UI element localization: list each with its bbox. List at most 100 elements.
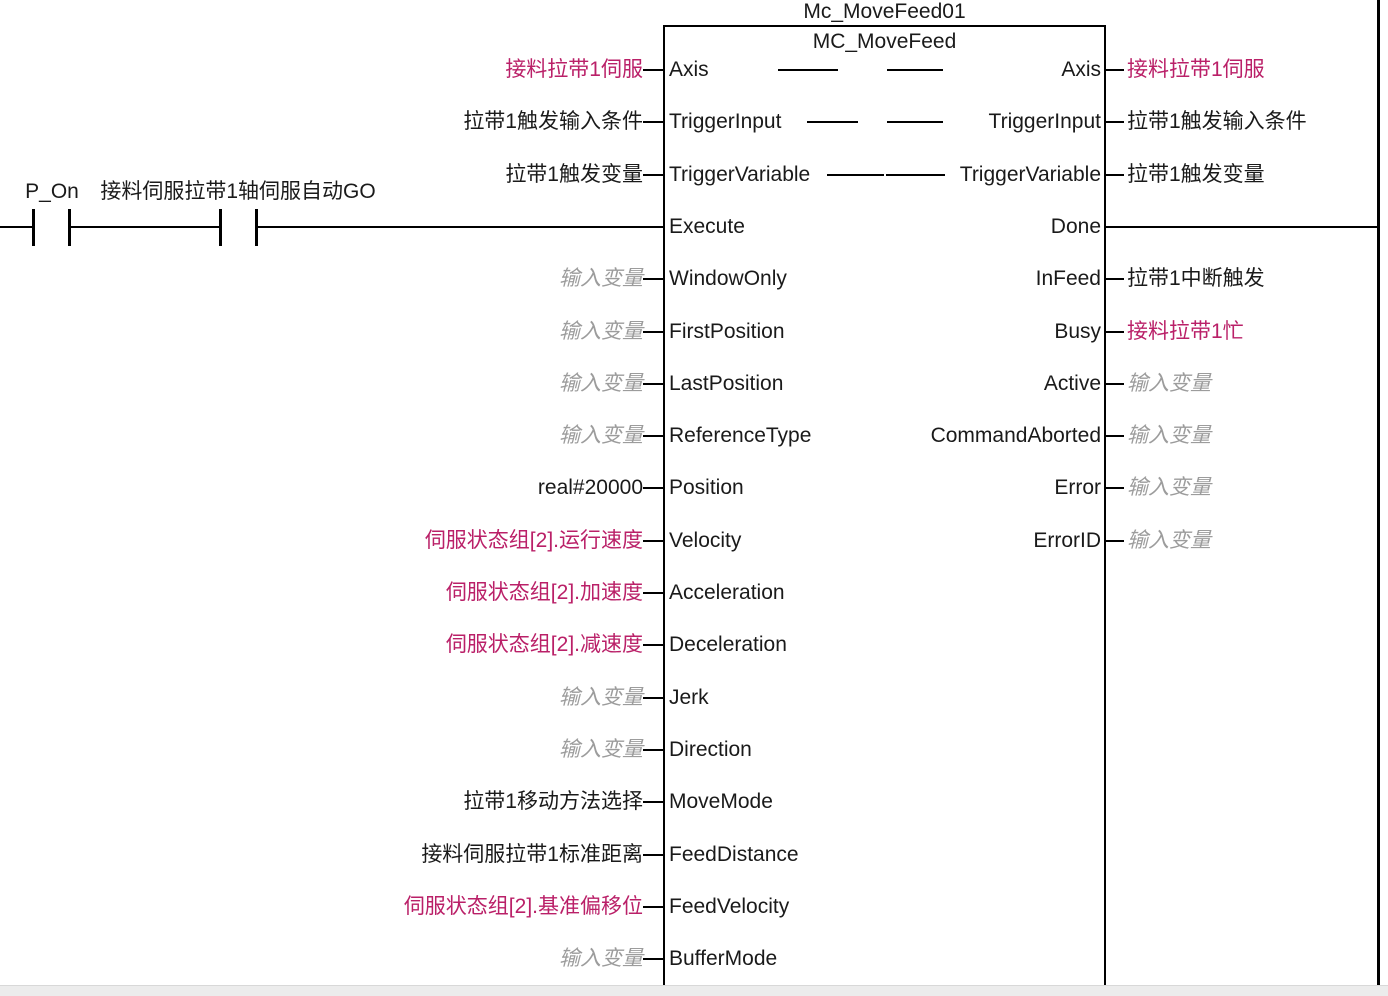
contact-label-auto-go[interactable]: 接料伺服拉带1轴伺服自动GO [100,180,376,203]
input-operand-row: 输入变量 [0,423,663,449]
input-wire-stub [643,749,663,751]
output-value-TriggerVariable[interactable]: 拉带1触发变量 [1127,163,1265,186]
output-pin-TriggerInput: TriggerInput [988,110,1101,133]
input-value-WindowOnly[interactable]: 输入变量 [559,267,643,290]
input-wire-stub [643,383,663,385]
contact-auto-go-left-bar[interactable] [219,209,222,246]
input-operand-row: 拉带1触发输入条件 [0,109,663,135]
fb-instance-name[interactable]: Mc_MoveFeed01 [803,0,966,23]
rung-line [258,226,663,228]
output-value-ErrorID[interactable]: 输入变量 [1127,529,1211,552]
input-pin-WindowOnly: WindowOnly [669,267,787,290]
output-operand-row: 拉带1触发输入条件 [1106,109,1388,135]
input-pin-FirstPosition: FirstPosition [669,320,785,343]
input-operand-row: 拉带1触发变量 [0,162,663,188]
input-value-LastPosition[interactable]: 输入变量 [559,372,643,395]
input-value-FirstPosition[interactable]: 输入变量 [559,320,643,343]
input-operand-row: 伺服状态组[2].运行速度 [0,528,663,554]
fb-type-name: MC_MoveFeed [812,30,957,53]
input-pin-FeedVelocity: FeedVelocity [669,895,790,918]
input-value-FeedVelocity[interactable]: 伺服状态组[2].基准偏移位 [403,895,643,918]
output-value-TriggerInput[interactable]: 拉带1触发输入条件 [1127,110,1307,133]
input-operand-row: 伺服状态组[2].减速度 [0,632,663,658]
output-value-Axis[interactable]: 接料拉带1伺服 [1127,58,1265,81]
function-block-body[interactable] [663,25,1106,996]
output-wire-stub [1106,435,1124,437]
input-value-Direction[interactable]: 输入变量 [559,738,643,761]
output-wire-stub [1106,121,1124,123]
input-wire-stub [643,487,663,489]
contact-auto-go-right-bar[interactable] [255,209,258,246]
right-power-rail [1377,0,1380,985]
output-value-Active[interactable]: 输入变量 [1127,372,1211,395]
input-wire-stub [643,121,663,123]
input-value-Jerk[interactable]: 输入变量 [559,686,643,709]
inout-connector [778,69,838,71]
input-operand-row: 输入变量 [0,737,663,763]
output-wire-stub [1106,174,1124,176]
input-operand-row: 输入变量 [0,266,663,292]
output-value-Busy[interactable]: 接料拉带1忙 [1127,320,1244,343]
input-wire-stub [643,278,663,280]
output-pin-Busy: Busy [1054,320,1101,343]
contact-p-on-right-bar[interactable] [68,209,71,246]
output-value-InFeed[interactable]: 拉带1中断触发 [1127,267,1265,290]
input-operand-row: 输入变量 [0,685,663,711]
input-value-TriggerInput[interactable]: 拉带1触发输入条件 [463,110,643,133]
output-operand-row: 接料拉带1忙 [1106,319,1388,345]
output-pin-Active: Active [1043,372,1101,395]
inout-connector [827,174,884,176]
inout-connector [887,69,943,71]
input-pin-MoveMode: MoveMode [669,790,773,813]
input-pin-TriggerVariable: TriggerVariable [669,163,811,186]
input-operand-row: 接料伺服拉带1标准距离 [0,842,663,868]
output-wire-stub [1106,69,1124,71]
input-wire-stub [643,801,663,803]
output-operand-row: 输入变量 [1106,371,1388,397]
output-wire-stub [1106,540,1124,542]
input-pin-Jerk: Jerk [669,686,709,709]
input-operand-row: 输入变量 [0,319,663,345]
output-operand-row: 接料拉带1伺服 [1106,57,1388,83]
input-pin-Velocity: Velocity [669,529,742,552]
input-value-ReferenceType[interactable]: 输入变量 [559,424,643,447]
input-wire-stub [643,854,663,856]
output-value-CommandAborted[interactable]: 输入变量 [1127,424,1211,447]
output-wire-stub [1106,383,1124,385]
input-operand-row: 伺服状态组[2].加速度 [0,580,663,606]
input-wire-stub [643,697,663,699]
input-value-Acceleration[interactable]: 伺服状态组[2].加速度 [445,581,643,604]
input-value-Position[interactable]: real#20000 [537,476,643,499]
input-pin-TriggerInput: TriggerInput [669,110,782,133]
input-value-Axis[interactable]: 接料拉带1伺服 [505,58,643,81]
input-operand-row: 输入变量 [0,371,663,397]
input-operand-row: 接料拉带1伺服 [0,57,663,83]
contact-label-p-on[interactable]: P_On [25,180,79,203]
input-operand-row: 伺服状态组[2].基准偏移位 [0,894,663,920]
input-pin-Acceleration: Acceleration [669,581,785,604]
input-pin-Direction: Direction [669,738,752,761]
output-value-Error[interactable]: 输入变量 [1127,476,1211,499]
rung-line [71,226,221,228]
input-operand-row: 拉带1移动方法选择 [0,789,663,815]
input-value-Velocity[interactable]: 伺服状态组[2].运行速度 [424,529,643,552]
input-wire-stub [643,174,663,176]
output-pin-Axis: Axis [1061,58,1101,81]
input-value-BufferMode[interactable]: 输入变量 [559,947,643,970]
input-operand-row: 输入变量 [0,946,663,972]
horizontal-scrollbar[interactable] [0,985,1388,996]
input-pin-Execute: Execute [669,215,745,238]
input-pin-Deceleration: Deceleration [669,633,787,656]
input-pin-FeedDistance: FeedDistance [669,843,799,866]
input-wire-stub [643,958,663,960]
input-wire-stub [643,69,663,71]
input-value-FeedDistance[interactable]: 接料伺服拉带1标准距离 [421,843,643,866]
input-value-TriggerVariable[interactable]: 拉带1触发变量 [505,163,643,186]
output-operand-row: 拉带1中断触发 [1106,266,1388,292]
input-wire-stub [643,331,663,333]
input-operand-row: real#20000 [0,475,663,501]
contact-p-on-left-bar[interactable] [32,209,35,246]
input-value-Deceleration[interactable]: 伺服状态组[2].减速度 [445,633,643,656]
input-value-MoveMode[interactable]: 拉带1移动方法选择 [463,790,643,813]
